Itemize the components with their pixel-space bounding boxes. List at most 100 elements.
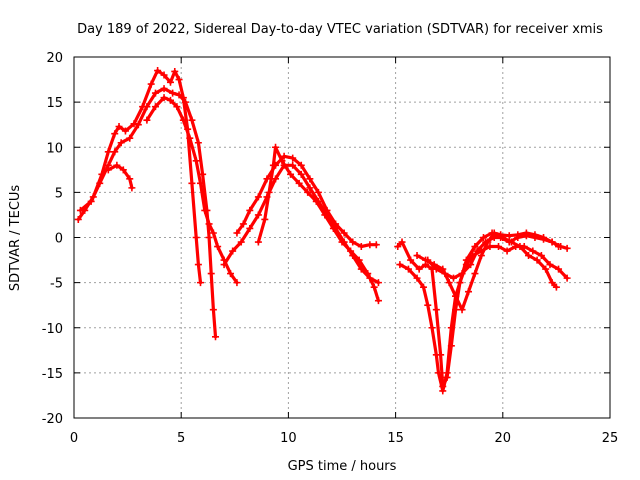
data-point-marker	[546, 261, 554, 269]
data-point-marker	[295, 179, 303, 187]
data-point-marker	[445, 279, 453, 287]
data-point-marker	[349, 238, 357, 246]
data-point-marker	[143, 103, 151, 111]
data-point-marker	[119, 166, 127, 174]
data-point-marker	[471, 270, 479, 278]
data-point-marker	[366, 241, 374, 249]
x-axis-label: GPS time / hours	[288, 459, 397, 474]
data-point-marker	[507, 238, 515, 246]
data-point-marker	[531, 231, 539, 239]
series-track-g	[254, 143, 382, 305]
data-point-marker	[104, 166, 112, 174]
data-point-marker	[452, 292, 460, 300]
data-point-marker	[134, 121, 142, 129]
series-line	[398, 244, 569, 393]
y-axis-label: SDTVAR / TECUs	[8, 185, 23, 292]
y-tick-label: 15	[46, 96, 63, 111]
series-track-k	[413, 229, 563, 314]
data-point-marker	[233, 279, 241, 287]
data-point-marker	[121, 127, 129, 135]
data-point-marker	[254, 211, 262, 219]
data-point-marker	[413, 274, 421, 282]
data-point-marker	[537, 252, 545, 260]
data-point-marker	[179, 116, 187, 124]
data-point-marker	[188, 116, 196, 124]
axis-ticks: 0 5 10 15 20 25 -20 -15 -10 -5 0 5 10 15 20	[42, 51, 619, 446]
data-point-marker	[154, 67, 162, 75]
data-point-marker	[563, 274, 571, 282]
data-point-marker	[413, 252, 421, 260]
series-line	[106, 163, 134, 190]
data-point-marker	[74, 215, 82, 223]
data-point-marker	[432, 351, 440, 359]
data-point-marker	[505, 232, 513, 240]
data-point-marker	[486, 243, 494, 251]
data-point-marker	[434, 369, 442, 377]
data-point-marker	[304, 188, 312, 196]
data-point-marker	[503, 247, 511, 255]
data-point-marker	[404, 265, 412, 273]
data-point-marker	[263, 175, 271, 183]
data-point-marker	[278, 157, 286, 165]
data-point-marker	[522, 229, 530, 237]
data-point-marker	[194, 139, 202, 147]
data-point-marker	[396, 261, 404, 269]
data-point-marker	[439, 265, 447, 273]
data-point-marker	[229, 247, 237, 255]
data-point-marker	[306, 175, 314, 183]
data-point-marker	[563, 244, 571, 252]
series-line	[256, 145, 380, 303]
x-tick-label: 0	[70, 431, 78, 446]
data-point-marker	[237, 238, 245, 246]
data-point-marker	[467, 261, 475, 269]
data-point-marker	[96, 179, 104, 187]
data-point-marker	[173, 103, 181, 111]
data-point-marker	[175, 76, 183, 84]
y-tick-label: -5	[50, 277, 63, 292]
data-point-marker	[188, 179, 196, 187]
data-point-marker	[525, 252, 533, 260]
x-tick-label: 25	[602, 431, 619, 446]
data-point-marker	[357, 243, 365, 251]
data-point-marker	[471, 243, 479, 251]
data-point-marker	[113, 161, 121, 169]
series-track-d	[143, 94, 241, 287]
data-point-marker	[171, 67, 179, 75]
data-point-marker	[490, 229, 498, 237]
data-point-marker	[372, 241, 380, 249]
series-line	[76, 68, 203, 285]
data-point-marker	[205, 234, 213, 241]
data-point-marker	[254, 193, 262, 201]
data-point-marker	[239, 220, 247, 228]
data-point-marker	[495, 243, 503, 251]
y-tick-label: 5	[55, 186, 63, 201]
x-tick-label: 20	[495, 431, 512, 446]
data-point-marker	[540, 234, 548, 241]
data-point-marker	[533, 256, 541, 264]
data-point-marker	[443, 369, 451, 377]
data-point-marker	[407, 256, 415, 264]
data-point-marker	[458, 306, 466, 314]
data-point-marker	[321, 211, 329, 219]
data-point-marker	[529, 247, 537, 255]
data-point-marker	[181, 98, 189, 106]
data-point-marker	[272, 143, 280, 151]
data-point-marker	[166, 96, 174, 104]
y-tick-label: 0	[55, 232, 63, 247]
data-point-marker	[449, 274, 457, 282]
data-point-marker	[447, 324, 455, 332]
data-point-marker	[374, 297, 382, 305]
data-point-marker	[227, 270, 235, 278]
data-point-marker	[196, 279, 204, 287]
data-point-marker	[147, 80, 155, 88]
data-point-marker	[151, 89, 159, 97]
data-point-marker	[456, 279, 464, 287]
data-point-marker	[246, 224, 254, 232]
data-series	[74, 67, 571, 395]
data-point-marker	[246, 206, 254, 214]
data-point-marker	[207, 270, 215, 278]
series-track-b	[76, 85, 220, 341]
data-point-marker	[398, 238, 406, 246]
data-point-marker	[212, 333, 220, 341]
